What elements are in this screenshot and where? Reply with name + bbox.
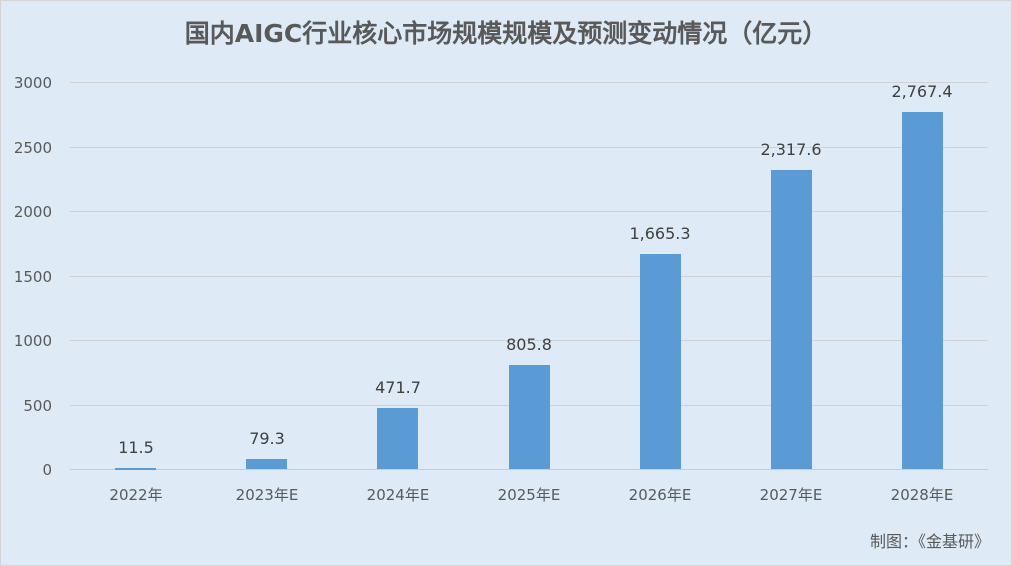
x-tick-label: 2028年E — [890, 486, 954, 504]
y-tick-label: 2000 — [13, 203, 52, 221]
bar — [640, 254, 681, 469]
chart-title: 国内AIGC行业核心市场规模规模及预测变动情况（亿元） — [184, 19, 828, 48]
y-tick-label: 1500 — [13, 268, 52, 286]
bar — [902, 112, 943, 469]
bar-value-label: 1,665.3 — [629, 224, 691, 243]
bar-value-label: 2,317.6 — [760, 140, 822, 159]
bar-value-label: 2,767.4 — [891, 82, 953, 101]
y-tick-label: 1000 — [13, 332, 52, 350]
bar — [771, 170, 812, 469]
gridline — [70, 340, 988, 341]
bar-value-label: 805.8 — [506, 335, 552, 354]
bar — [246, 459, 287, 469]
x-tick-label: 2024年E — [366, 486, 430, 504]
x-tick-label: 2025年E — [497, 486, 561, 504]
gridline — [70, 82, 988, 83]
gridline — [70, 147, 988, 148]
bar — [115, 468, 156, 470]
gridline — [70, 276, 988, 277]
x-tick-label: 2027年E — [759, 486, 823, 504]
y-tick-label: 0 — [42, 461, 52, 479]
x-tick-label: 2026年E — [628, 486, 692, 504]
gridline — [70, 211, 988, 212]
chart-credit: 制图：《金基研》 — [869, 532, 990, 551]
bar-value-label: 11.5 — [118, 438, 154, 457]
y-tick-label: 500 — [23, 397, 52, 415]
x-tick-label: 2022年 — [109, 486, 163, 504]
x-tick-label: 2023年E — [235, 486, 299, 504]
bar — [509, 365, 550, 469]
x-axis-line — [70, 469, 988, 470]
bar-value-label: 79.3 — [249, 429, 285, 448]
y-tick-label: 3000 — [13, 74, 52, 92]
y-tick-label: 2500 — [13, 139, 52, 157]
bar-value-label: 471.7 — [375, 378, 421, 397]
bar — [377, 408, 418, 469]
